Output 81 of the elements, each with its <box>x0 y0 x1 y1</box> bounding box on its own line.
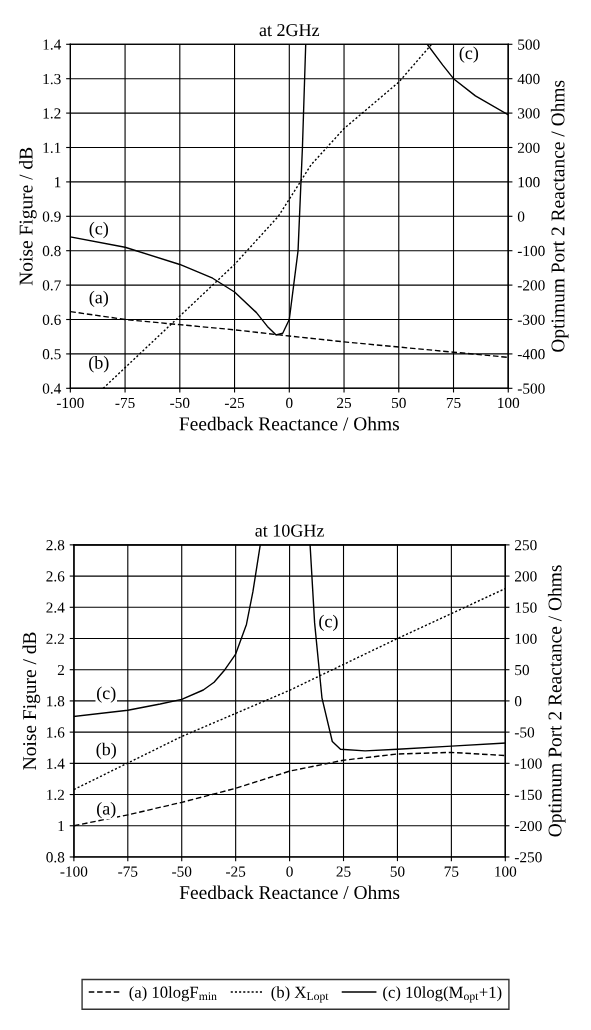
y-tick-label: 1.1 <box>43 142 61 154</box>
annotation: (b) <box>96 742 116 760</box>
y-tick-label: 1 <box>58 820 64 832</box>
y2-tick-label: 50 <box>515 664 530 676</box>
x-tick-label: -75 <box>115 397 135 409</box>
x-tick-label: 25 <box>336 866 351 877</box>
y-tick-label: 2 <box>57 664 64 676</box>
x-axis-title: Feedback Reactance / Ohms <box>179 885 400 900</box>
y-tick-label: 1.6 <box>47 727 65 738</box>
y2-tick-label: 250 <box>515 540 537 551</box>
legend-label: (a) 10logF$_{min}$ <box>129 986 217 1002</box>
y2-tick-label: -200 <box>517 280 545 291</box>
annotation: (c) <box>97 686 116 703</box>
y-tick-label: 0.8 <box>46 852 65 863</box>
y2-axis-title: Optimum Port 2 Reactance / Ohms <box>550 80 569 352</box>
x-tick-label: -25 <box>226 866 246 877</box>
x-tick-label: 75 <box>446 397 461 409</box>
y-tick-label: 1.4 <box>47 758 65 769</box>
y-tick-label: 2.6 <box>46 571 65 582</box>
x-tick-label: 100 <box>498 397 520 409</box>
annotation: (a) <box>97 801 116 819</box>
annotation: (a) <box>89 290 109 308</box>
x-tick-label: 0 <box>286 397 293 409</box>
y2-tick-label: -200 <box>514 820 542 832</box>
x-tick-label: 0 <box>286 866 293 877</box>
annotation: (c) <box>319 614 338 632</box>
chart-title: at 10GHz <box>255 524 324 537</box>
x-tick-label: -100 <box>56 397 84 409</box>
annotation: (c) <box>89 221 109 239</box>
y-tick-label: 1.3 <box>43 73 61 85</box>
y2-tick-label: 100 <box>518 177 540 188</box>
y-axis-title: Noise Figure / dB <box>18 147 37 286</box>
x-axis-title: Feedback Reactance / Ohms <box>179 416 399 431</box>
y-tick-label: 2.8 <box>46 540 65 551</box>
y2-tick-label: -100 <box>517 245 545 257</box>
y-tick-label: 1.2 <box>47 789 64 801</box>
y2-tick-label: 300 <box>518 108 540 119</box>
x-tick-label: -50 <box>170 397 190 409</box>
legend-label: (b) X$_{Lopt}$ <box>271 986 329 1003</box>
y2-tick-label: 0 <box>517 211 525 222</box>
y2-tick-label: 100 <box>515 633 537 644</box>
y-tick-label: 0.8 <box>42 245 61 257</box>
y2-tick-label: -250 <box>514 852 542 863</box>
y2-tick-label: 150 <box>515 602 537 613</box>
y2-tick-label: -100 <box>514 758 542 769</box>
x-tick-label: 25 <box>337 397 352 409</box>
y2-tick-label: 500 <box>518 39 540 50</box>
legend-label: (c) 10log(M$_{opt}$+1) <box>383 986 502 1003</box>
y-tick-label: 1 <box>55 177 61 188</box>
x-tick-label: 50 <box>390 866 405 877</box>
y2-tick-label: -300 <box>517 314 545 325</box>
y-tick-label: 1.2 <box>43 108 61 119</box>
y-tick-label: 0.5 <box>42 349 61 360</box>
y-tick-label: 0.4 <box>42 383 62 394</box>
x-tick-label: 50 <box>392 397 406 409</box>
y-tick-label: 2.2 <box>46 633 64 645</box>
y-tick-label: 0.7 <box>42 280 61 291</box>
y2-tick-label: 400 <box>517 73 540 85</box>
y2-axis-title: Optimum Port 2 Reactance / Ohms <box>547 565 566 837</box>
y2-tick-label: -400 <box>517 349 545 360</box>
y-tick-label: 1.8 <box>47 696 65 707</box>
y-tick-label: 2.4 <box>46 602 65 613</box>
x-tick-label: 75 <box>444 866 459 877</box>
y-axis-title: Noise Figure / dB <box>22 632 41 770</box>
x-tick-label: 100 <box>495 866 517 877</box>
annotation: (c) <box>459 46 479 63</box>
y-tick-label: 0.6 <box>42 314 61 326</box>
y2-tick-label: -150 <box>514 789 542 800</box>
y2-tick-label: 200 <box>515 571 537 582</box>
chart-title: at 2GHz <box>259 24 320 37</box>
y2-tick-label: -500 <box>517 383 545 394</box>
y2-tick-label: -50 <box>514 727 535 738</box>
x-tick-label: -75 <box>118 866 138 877</box>
y2-tick-label: 0 <box>514 696 522 707</box>
x-tick-label: -50 <box>172 866 192 877</box>
x-tick-label: -25 <box>224 397 245 409</box>
x-tick-label: -100 <box>60 866 88 877</box>
y-tick-label: 1.4 <box>43 39 62 50</box>
annotation: (b) <box>89 356 109 373</box>
y2-tick-label: 200 <box>517 142 540 153</box>
y-tick-label: 0.9 <box>42 211 61 222</box>
